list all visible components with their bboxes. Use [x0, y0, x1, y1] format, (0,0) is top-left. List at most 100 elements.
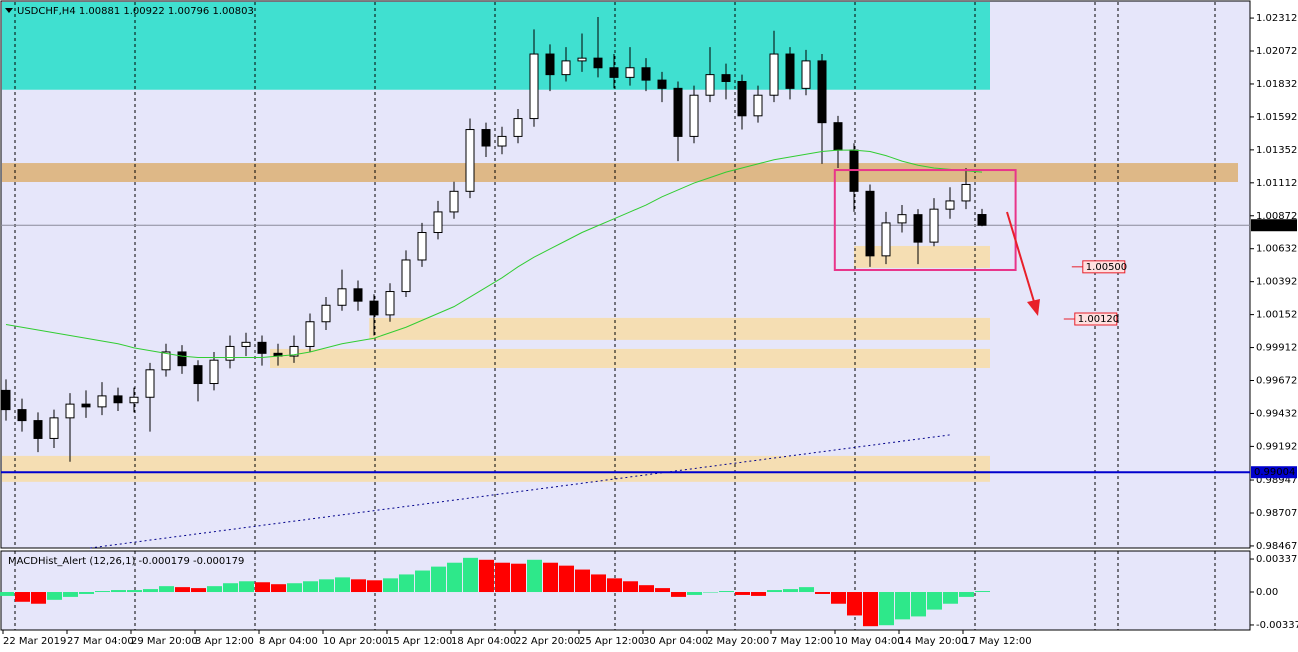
macd-bar	[767, 590, 782, 593]
candle-body	[833, 122, 843, 151]
macd-bar	[127, 590, 142, 593]
macd-bar	[383, 578, 398, 593]
candle-body	[657, 79, 667, 89]
candle-body	[289, 345, 299, 357]
macd-bar	[335, 577, 350, 593]
y-tick-label: 1.00392	[1256, 277, 1297, 288]
candle-body	[945, 200, 955, 210]
candle-body	[881, 222, 891, 257]
candle-body	[737, 80, 747, 117]
macd-bar	[527, 559, 542, 593]
x-tick-label: 30 Apr 04:00	[643, 636, 708, 647]
macd-bar	[207, 586, 222, 593]
macd-bar	[575, 569, 590, 593]
macd-bar	[687, 592, 702, 595]
candle-body	[961, 183, 971, 202]
y-tick-label: 0.99912	[1256, 343, 1297, 354]
x-tick-label: 22 Mar 2019	[3, 636, 66, 647]
candle-body	[321, 304, 331, 323]
candle-body	[769, 53, 779, 96]
macd-bar	[895, 592, 910, 620]
macd-bar	[863, 592, 878, 627]
macd-bar	[719, 591, 734, 593]
macd-bar	[351, 579, 366, 593]
candle-body	[177, 351, 187, 367]
candle-body	[593, 57, 603, 69]
x-tick-label: 2 May 20:00	[707, 636, 769, 647]
macd-bar	[47, 592, 62, 600]
macd-bar	[623, 581, 638, 593]
candle-body	[545, 53, 555, 76]
macd-y-tick-label: -0.003374	[1256, 620, 1298, 631]
x-tick-label: 15 Apr 12:00	[387, 636, 452, 647]
candle-body	[337, 288, 347, 306]
macd-bar	[223, 583, 238, 593]
macd-bar	[271, 584, 286, 593]
range-box	[833, 169, 1017, 271]
candle-body	[561, 60, 571, 76]
candle-body	[97, 395, 107, 408]
candle-body	[65, 403, 75, 419]
target-label: 1.00500	[1086, 262, 1127, 273]
candle-body	[817, 60, 827, 124]
current-price-tag	[1251, 219, 1297, 232]
macd-bar	[975, 591, 990, 593]
candle-body	[209, 359, 219, 385]
macd-bar	[319, 579, 334, 593]
x-tick-label: 8 Apr 04:00	[259, 636, 318, 647]
candle-body	[977, 214, 987, 226]
candle-body	[513, 118, 523, 137]
candle-body	[497, 135, 507, 147]
candle-body	[81, 403, 91, 408]
moving-average	[5, 149, 983, 358]
x-tick-label: 10 Apr 20:00	[323, 636, 388, 647]
candle-body	[225, 345, 235, 361]
candle-body	[673, 87, 683, 137]
macd-bar	[399, 574, 414, 593]
x-tick-label: 25 Apr 12:00	[579, 636, 644, 647]
macd-label: MACDHist_Alert (12,26,1) -0.000179 -0.00…	[8, 556, 244, 567]
macd-bar	[63, 592, 78, 597]
macd-bar	[655, 588, 670, 593]
candle-body	[401, 259, 411, 293]
macd-bar	[847, 592, 862, 616]
menu-icon	[5, 8, 13, 13]
x-tick-label: 7 May 12:00	[771, 636, 833, 647]
macd-bar	[447, 562, 462, 593]
candle-body	[433, 211, 443, 234]
macd-bar	[239, 581, 254, 593]
macd-bar	[479, 559, 494, 593]
macd-bar	[607, 578, 622, 593]
candle-body	[17, 409, 27, 422]
macd-bar	[639, 585, 654, 593]
candle-body	[449, 190, 459, 213]
macd-bar	[31, 592, 46, 604]
arrow-head	[1027, 299, 1040, 316]
macd-y-tick-label: 0.003377	[1256, 554, 1298, 565]
y-tick-label: 0.99432	[1256, 408, 1297, 419]
y-tick-label: 1.01592	[1256, 112, 1297, 123]
candle-body	[705, 74, 715, 96]
macd-bar	[111, 590, 126, 593]
candle-body	[801, 60, 811, 89]
candle-body	[529, 53, 539, 120]
macd-bar	[79, 592, 94, 594]
macd-bar	[431, 566, 446, 593]
y-tick-label: 1.00632	[1256, 244, 1297, 255]
candle-body	[465, 129, 475, 192]
macd-bar	[831, 592, 846, 604]
y-tick-label: 1.00872	[1256, 211, 1297, 222]
candle-body	[865, 190, 875, 257]
macd-bar	[143, 589, 158, 593]
x-tick-label: 17 May 12:00	[963, 636, 1032, 647]
y-tick-label: 0.98467	[1256, 541, 1297, 552]
candle-body	[689, 94, 699, 137]
x-tick-label: 22 Apr 20:00	[515, 636, 580, 647]
chart-title: USDCHF,H4 1.00881 1.00922 1.00796 1.0080…	[17, 6, 254, 17]
candle-body	[929, 208, 939, 243]
y-tick-label: 0.98707	[1256, 508, 1297, 519]
macd-bar	[415, 570, 430, 593]
macd-bar	[191, 588, 206, 593]
macd-bar	[95, 591, 110, 593]
macd-bar	[735, 592, 750, 595]
